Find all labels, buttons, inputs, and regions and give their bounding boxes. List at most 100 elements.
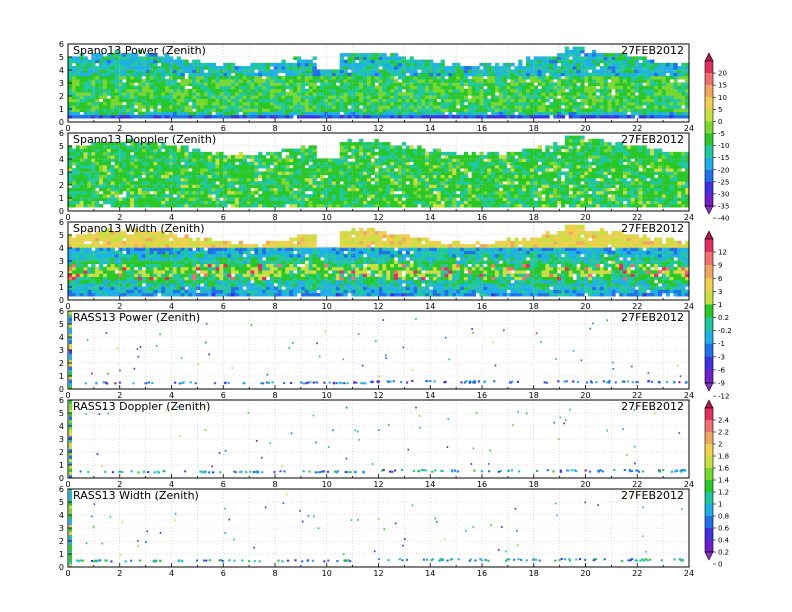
heatmap-cell [269,88,275,93]
heatmap-cell [308,98,313,103]
heatmap-cell [304,92,310,96]
heatmap-cell [149,53,154,57]
heatmap-cell [432,114,438,119]
heatmap-cell [296,171,302,175]
heatmap-cell [529,95,535,99]
heatmap-cell [87,174,92,179]
heatmap-cell [83,72,88,77]
heatmap-cell [211,200,216,205]
heatmap-cell [448,164,453,169]
heatmap-cell [289,79,294,83]
heatmap-cell [145,177,150,182]
heatmap-cell [149,62,154,67]
heatmap-cell [320,174,325,179]
heatmap-cell [471,101,476,106]
heatmap-cell [207,79,212,83]
heatmap-cell [386,145,391,149]
heatmap-cell [234,174,240,179]
heatmap-cell [623,101,628,106]
heatmap-cell [238,200,244,205]
heatmap-cell [525,56,531,60]
heatmap-cell [362,181,368,185]
heatmap-cell [91,184,96,188]
heatmap-cell [634,111,639,116]
heatmap-cell [157,148,162,153]
heatmap-cell [514,66,519,70]
heatmap-cell [564,111,570,116]
heatmap-cell [91,114,96,119]
heatmap-cell [133,59,139,64]
heatmap-cell [227,161,232,166]
heatmap-cell [529,168,535,172]
heatmap-cell [277,66,282,70]
heatmap-cell [603,53,608,57]
heatmap-cell [277,105,282,109]
heatmap-cell [359,66,364,70]
heatmap-cell [359,92,364,96]
heatmap-cell [238,98,244,103]
heatmap-cell [657,111,663,116]
heatmap-cell [347,187,352,192]
heatmap-cell [564,66,570,70]
heatmap-cell [359,181,364,185]
heatmap-cell [599,114,605,119]
heatmap-cell [366,194,372,198]
heatmap-cell [133,184,139,188]
heatmap-cell [576,69,581,73]
heatmap-cell [595,59,601,64]
heatmap-cell [487,62,492,67]
heatmap-cell [331,88,337,93]
heatmap-cell [537,194,542,198]
heatmap-cell [328,190,333,195]
heatmap-cell [75,155,81,159]
heatmap-cell [630,72,636,77]
heatmap-cell [83,161,88,166]
heatmap-cell [401,95,407,99]
heatmap-cell [168,92,174,96]
heatmap-cell [153,114,158,119]
heatmap-cell [417,62,422,67]
heatmap-cell [126,164,131,169]
heatmap-cell [479,181,484,185]
heatmap-cell [374,190,379,195]
heatmap-cell [541,98,546,103]
heatmap-cell [203,203,209,208]
heatmap-cell [234,171,240,175]
heatmap-cell [619,79,624,83]
heatmap-cell [370,53,376,57]
heatmap-cell [487,75,492,80]
heatmap-cell [378,200,383,205]
heatmap-cell [281,85,286,90]
heatmap-cell [211,101,216,106]
heatmap-cell [494,155,500,159]
heatmap-cell [95,164,100,169]
heatmap-cell [541,108,546,112]
heatmap-cell [126,98,131,103]
heatmap-cell [130,194,135,198]
heatmap-cell [137,62,143,67]
heatmap-cell [75,69,81,73]
heatmap-cell [196,105,201,109]
heatmap-cell [584,62,589,67]
heatmap-cell [246,203,251,208]
heatmap-cell [370,75,376,80]
heatmap-cell [106,161,112,166]
heatmap-cell [122,184,127,188]
heatmap-cell [269,98,275,103]
heatmap-cell [421,95,426,99]
heatmap-cell [184,171,189,175]
heatmap-cell [525,168,531,172]
heatmap-cell [425,66,430,70]
heatmap-cell [359,62,364,67]
heatmap-cell [557,59,562,64]
heatmap-cell [289,88,294,93]
heatmap-cell [506,171,511,175]
heatmap-cell [95,101,100,106]
heatmap-cell [386,98,391,103]
heatmap-cell [99,181,104,185]
heatmap-cell [448,168,453,172]
heatmap-cell [347,200,352,205]
heatmap-cell [642,75,647,80]
heatmap-cell [328,168,333,172]
heatmap-cell [114,56,119,60]
